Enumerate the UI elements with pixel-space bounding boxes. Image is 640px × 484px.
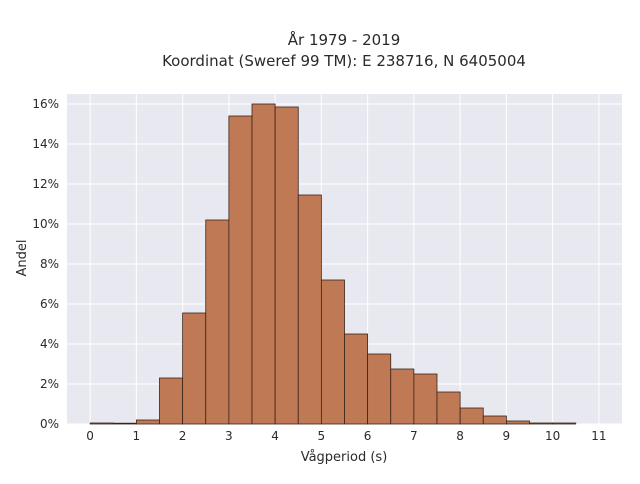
y-tick-label: 0%: [40, 417, 59, 431]
histogram-bar: [436, 391, 461, 425]
x-tick-label: 4: [271, 429, 279, 443]
histogram-bar: [251, 103, 276, 425]
histogram-bar: [482, 415, 507, 425]
histogram-bar: [205, 219, 230, 425]
x-tick-label: 3: [225, 429, 233, 443]
x-tick-label: 0: [86, 429, 94, 443]
histogram-bar: [112, 422, 137, 425]
histogram-bar: [320, 279, 345, 425]
y-axis-label: Andel: [15, 240, 30, 277]
histogram-bar: [413, 373, 438, 425]
histogram-bar: [89, 422, 114, 425]
x-tick-label: 2: [179, 429, 187, 443]
y-tick-label: 10%: [32, 217, 59, 231]
chart-title-line1: År 1979 - 2019: [288, 30, 401, 49]
x-tick-label: 6: [364, 429, 372, 443]
x-tick-label: 5: [318, 429, 326, 443]
histogram-bar: [459, 407, 484, 425]
y-tick-label: 14%: [32, 137, 59, 151]
histogram-bar: [182, 312, 207, 425]
chart-title-line2: Koordinat (Sweref 99 TM): E 238716, N 64…: [162, 52, 526, 70]
y-tick-label: 4%: [40, 337, 59, 351]
histogram-bar: [529, 422, 554, 425]
histogram-bar: [367, 353, 392, 425]
x-tick-label: 11: [591, 429, 606, 443]
y-tick-label: 6%: [40, 297, 59, 311]
x-axis-ticks: 0 1 2 3 4 5 6 7 8 9 10 11: [86, 429, 606, 443]
histogram-bar: [505, 420, 530, 425]
histogram-bar: [274, 106, 299, 425]
bars: [89, 103, 577, 425]
x-axis-label: Vågperiod (s): [301, 450, 388, 465]
histogram-bar: [159, 377, 184, 425]
histogram-bar: [135, 419, 160, 425]
histogram-bar: [344, 333, 369, 425]
histogram-bar: [390, 368, 415, 425]
y-tick-label: 2%: [40, 377, 59, 391]
histogram-bar: [228, 115, 253, 425]
x-tick-label: 1: [133, 429, 141, 443]
x-tick-label: 9: [503, 429, 511, 443]
y-tick-label: 8%: [40, 257, 59, 271]
y-tick-label: 16%: [32, 97, 59, 111]
y-tick-label: 12%: [32, 177, 59, 191]
x-tick-label: 8: [456, 429, 464, 443]
x-tick-label: 10: [545, 429, 560, 443]
histogram-bar: [297, 194, 322, 425]
histogram-bar: [552, 422, 577, 425]
y-axis-ticks: 0% 2% 4% 6% 8% 10% 12% 14% 16%: [32, 97, 59, 431]
x-tick-label: 7: [410, 429, 418, 443]
